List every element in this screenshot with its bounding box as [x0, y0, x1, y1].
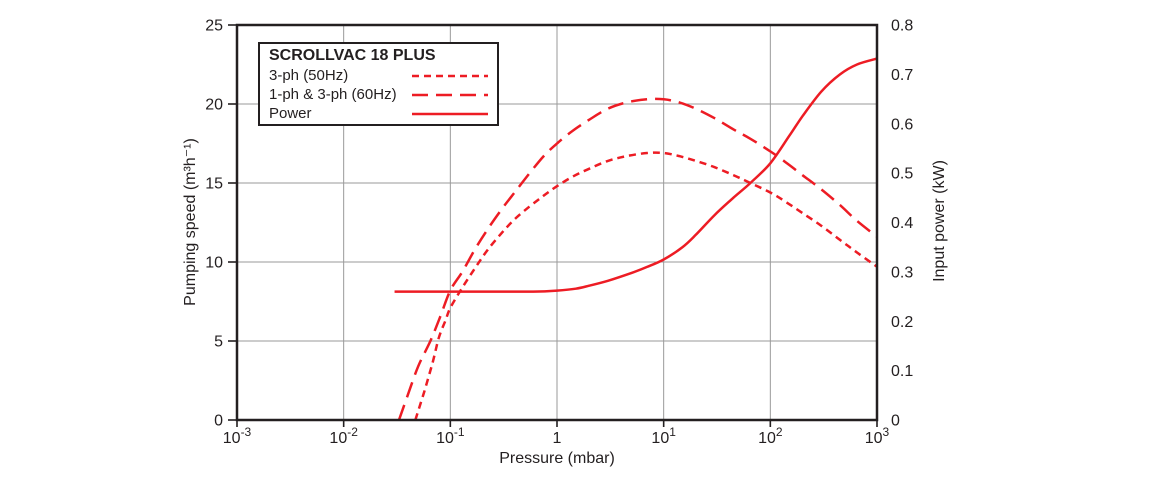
y-right-tick-label: 0.4 — [891, 215, 913, 232]
y-left-tick-label: 20 — [205, 97, 223, 114]
short-dash-line-sample — [412, 74, 488, 77]
tick-labels: 0 5 10 15 20 25 0 0.1 0.2 0.3 0.4 0.5 0.6 0.7 0.8 10-3 1… — [205, 18, 913, 448]
y-right-tick-label: 0.6 — [891, 116, 913, 133]
curves — [394, 57, 877, 420]
legend-label-power: Power — [269, 105, 312, 122]
legend-row-60hz: 1-ph & 3-ph (60Hz) — [269, 85, 489, 104]
curve-solid — [394, 57, 877, 293]
y-left-tick-label: 15 — [205, 176, 223, 193]
y-right-axis-title: Input power (kW) — [931, 160, 948, 282]
legend-row-50hz: 3-ph (50Hz) — [269, 66, 489, 85]
x-tick-label: 10-3 — [223, 425, 252, 447]
y-right-tick-label: 0 — [891, 413, 900, 430]
legend-label-50hz: 3-ph (50Hz) — [269, 67, 349, 84]
x-axis-title: Pressure (mbar) — [499, 450, 615, 467]
legend-row-power: Power — [269, 104, 489, 123]
y-left-axis-title: Pumping speed (m³h⁻¹) — [182, 138, 199, 306]
y-right-tick-label: 0.8 — [891, 18, 913, 35]
x-tick-label: 101 — [651, 425, 676, 447]
axis-ticks — [228, 24, 878, 427]
y-right-tick-label: 0.3 — [891, 264, 913, 281]
y-left-tick-label: 0 — [214, 413, 223, 430]
legend-box: SCROLLVAC 18 PLUS 3-ph (50Hz) 1-ph & 3-p… — [258, 42, 499, 126]
y-left-tick-label: 25 — [205, 18, 223, 35]
x-tick-label: 10-1 — [436, 425, 465, 447]
long-dash-line-sample — [412, 93, 488, 96]
curve-short-dash — [414, 151, 877, 420]
x-tick-label: 10-2 — [329, 425, 358, 447]
y-right-tick-label: 0.5 — [891, 166, 913, 183]
y-right-tick-label: 0.2 — [891, 314, 913, 331]
y-left-tick-label: 5 — [214, 334, 223, 351]
legend-title: SCROLLVAC 18 PLUS — [269, 47, 436, 64]
x-tick-label: 102 — [758, 425, 783, 447]
curve-long-dash — [397, 97, 877, 420]
legend-label-60hz: 1-ph & 3-ph (60Hz) — [269, 86, 397, 103]
x-tick-label: 103 — [865, 425, 890, 447]
y-right-tick-label: 0.1 — [891, 363, 913, 380]
x-tick-label: 1 — [553, 430, 562, 447]
y-right-tick-label: 0.7 — [891, 67, 913, 84]
solid-line-sample — [412, 112, 488, 115]
y-left-tick-label: 10 — [205, 255, 223, 272]
